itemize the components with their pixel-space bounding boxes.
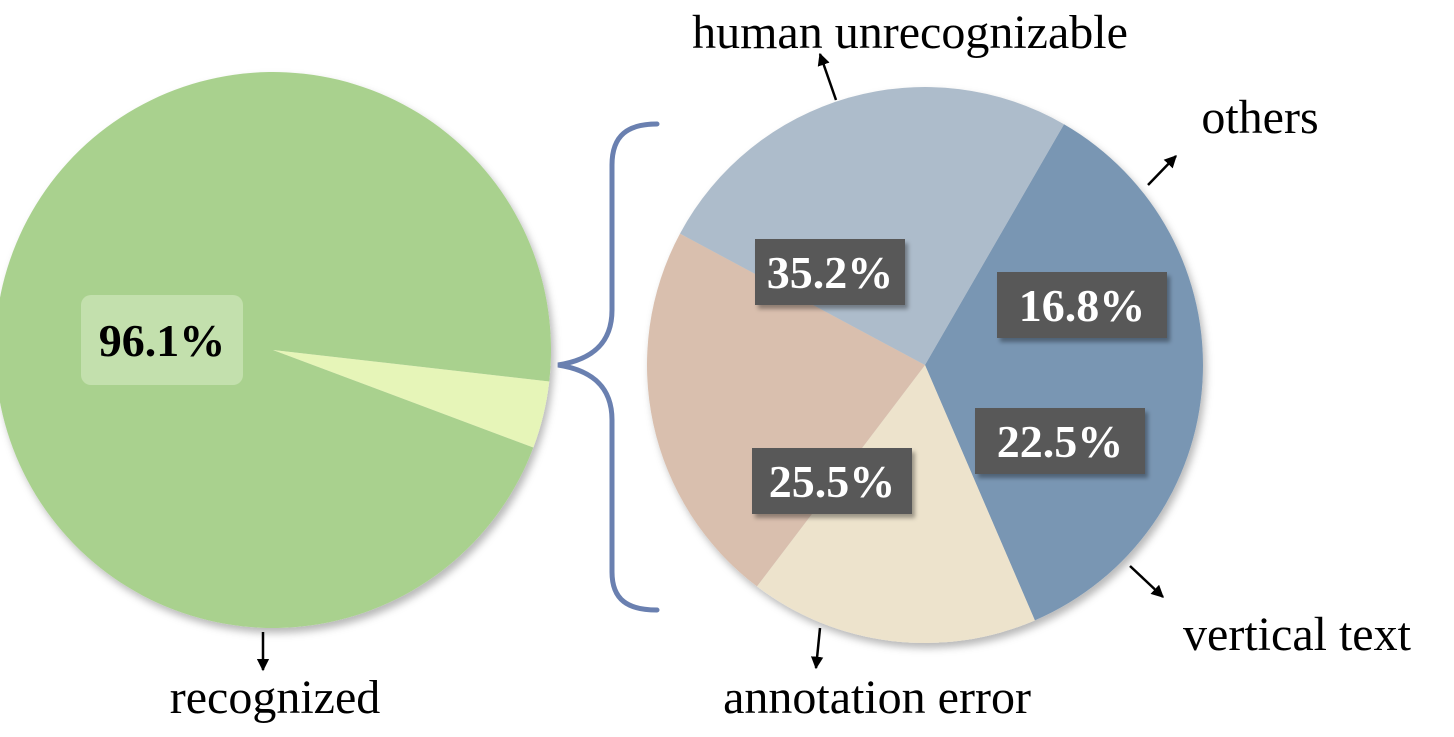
left-pie	[0, 72, 551, 628]
arrow-others	[1147, 155, 1177, 186]
category-label-vertical-text: vertical text	[1183, 608, 1412, 661]
value-label-human-unrecognizable-box	[755, 239, 905, 305]
category-label-annotation-error: annotation error	[723, 671, 1031, 724]
category-label-human-unrecognizable: human unrecognizable	[692, 6, 1128, 59]
arrow-human-unrecognizable	[817, 52, 838, 101]
category-label-others: others	[1201, 91, 1318, 144]
value-label-human-unrecognizable-text: 35.2%	[767, 247, 894, 298]
right-pie	[647, 86, 1203, 644]
value-label-vertical-text-text: 22.5%	[997, 416, 1124, 467]
right-pie-slice-vertical-text	[647, 233, 925, 587]
right-pie-labels: 35.2% 16.8% 22.5% 25.5% human unrecognizable…	[692, 6, 1412, 724]
arrow-annotation-error	[810, 627, 824, 670]
left-pie-slice-remainder	[273, 350, 550, 448]
right-pie-slice-annotation-error	[679, 86, 1064, 366]
value-label-recognized: 96.1%	[81, 295, 243, 385]
right-pie-slice-human-unrecognizable	[925, 124, 1203, 621]
arrow-vertical-text	[1129, 565, 1164, 598]
value-label-human-unrecognizable: 35.2%	[755, 239, 905, 305]
value-label-others-box	[997, 272, 1167, 338]
brace	[557, 121, 660, 613]
value-label-recognized-box	[81, 295, 243, 385]
left-pie-labels: 96.1% recognized	[81, 295, 380, 724]
value-label-recognized-text: 96.1%	[99, 315, 226, 366]
value-label-others: 16.8%	[997, 272, 1167, 338]
value-label-others-text: 16.8%	[1019, 280, 1146, 331]
value-label-vertical-text-box	[975, 408, 1145, 474]
value-label-annotation-error-text: 25.5%	[769, 456, 896, 507]
category-label-recognized: recognized	[170, 671, 381, 724]
left-pie-slice-recognized	[0, 72, 551, 628]
value-label-annotation-error-box	[752, 448, 912, 514]
value-label-annotation-error: 25.5%	[752, 448, 912, 514]
value-label-vertical-text: 22.5%	[975, 408, 1145, 474]
